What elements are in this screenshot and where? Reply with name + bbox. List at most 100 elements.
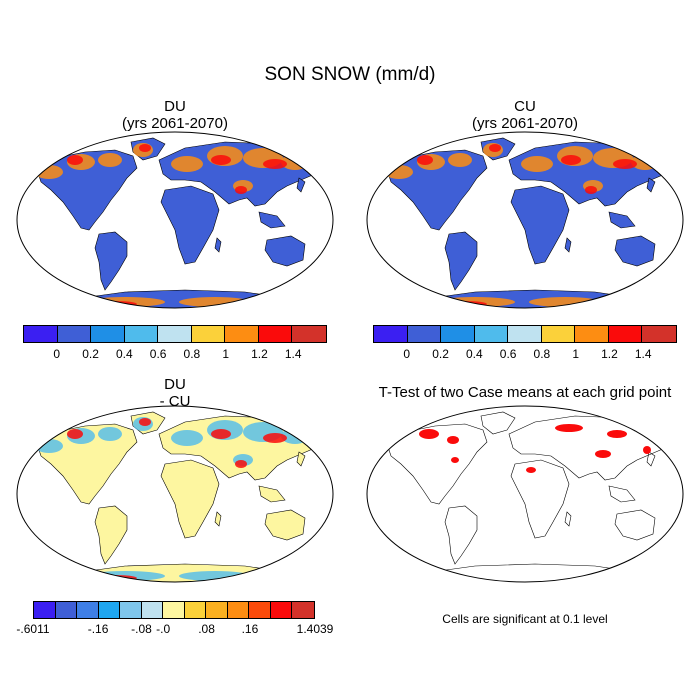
- snow-region: [98, 153, 122, 167]
- diff-positive-region: [139, 418, 151, 426]
- colorbar-du-label-6: 1.2: [251, 347, 268, 361]
- colorbar-du-box-2: [91, 326, 125, 342]
- colorbar-diff-labels: -.6011 -.16 -.08 -.0 .08 .16 1.4039: [16, 622, 333, 638]
- diff-negative-region: [171, 430, 203, 446]
- colorbar-diff-box-0: [34, 602, 56, 618]
- snow-peak-region: [235, 186, 247, 194]
- colorbar-cu-box-8: [642, 326, 676, 342]
- ttest-note: Cells are significant at 0.1 level: [442, 612, 608, 626]
- colorbar-du-label-2: 0.4: [115, 347, 133, 361]
- colorbar-cu-label-0: 0: [403, 347, 411, 361]
- continent-southAmerica: [444, 231, 478, 291]
- colorbar-du-labels: 0 0.2 0.4 0.6 0.8 1 1.2 1.4: [23, 347, 327, 363]
- colorbar-cu-label-6: 1.2: [601, 347, 618, 361]
- significant-cells: [643, 446, 651, 454]
- colorbar-du-box-4: [158, 326, 192, 342]
- colorbar-diff-label-6: 1.4039: [296, 622, 334, 636]
- continent-southAmerica: [94, 231, 128, 291]
- panel-diff-title-text: DU: [164, 376, 186, 393]
- colorbar-diff-box-12: [292, 602, 314, 618]
- continent-madagascar: [214, 511, 222, 527]
- colorbar-cu-box-4: [508, 326, 542, 342]
- colorbar-diff-label-1: -.16: [87, 622, 109, 636]
- colorbar-diff-label-4: .08: [198, 622, 215, 636]
- colorbar-cu-label-3: 0.6: [499, 347, 517, 361]
- colorbar-diff-box-9: [227, 602, 250, 618]
- colorbar-diff-box-3: [98, 602, 121, 618]
- colorbar-du-box-5: [191, 326, 226, 342]
- diff-positive-region: [67, 429, 83, 439]
- colorbar-cu-box-3: [474, 326, 509, 342]
- continent-africa: [510, 459, 570, 539]
- main-title: SON SNOW (mm/d): [264, 64, 436, 85]
- continent-japan: [296, 177, 306, 193]
- colorbar-du-box-0: [24, 326, 58, 342]
- colorbar-diff-box-11: [270, 602, 293, 618]
- continent-australia: [614, 509, 656, 541]
- colorbar-cu-label-2: 0.4: [465, 347, 483, 361]
- colorbar-du-box-7: [258, 326, 293, 342]
- colorbar-cu-box-5: [541, 326, 576, 342]
- significant-cells: [607, 430, 627, 438]
- panel-cu-subtitle: (yrs 2061-2070): [472, 115, 578, 132]
- diff-positive-region: [211, 429, 231, 439]
- colorbar-du-label-3: 0.6: [149, 347, 167, 361]
- colorbar-diff-box-7: [184, 602, 207, 618]
- colorbar-diff-label-5: .16: [241, 622, 259, 636]
- colorbar-diff-box-10: [249, 602, 271, 618]
- snow-peak-region: [585, 186, 597, 194]
- continent-japan: [646, 177, 656, 193]
- colorbar-diff-label-0: -.6011: [16, 622, 50, 636]
- continent-seAsia: [608, 485, 636, 503]
- continent-greenland: [480, 411, 516, 435]
- continent-madagascar: [214, 237, 222, 253]
- continent-madagascar: [564, 237, 572, 253]
- snow-region: [448, 153, 472, 167]
- colorbar-cu-box-1: [407, 326, 442, 342]
- continent-southAmerica: [444, 505, 478, 565]
- snow-peak-region: [489, 144, 501, 152]
- significant-cells: [555, 424, 583, 432]
- map-border: [366, 131, 684, 309]
- continent-madagascar: [564, 511, 572, 527]
- snow-peak-region: [211, 155, 231, 165]
- colorbar-cu: [373, 325, 677, 343]
- colorbar-du-label-5: 1: [222, 347, 229, 361]
- snow-peak-region: [613, 159, 637, 169]
- panel-ttest-title: T-Test of two Case means at each grid po…: [378, 384, 672, 401]
- continent-australia: [264, 235, 306, 267]
- colorbar-diff-box-4: [120, 602, 142, 618]
- colorbar-du-label-1: 0.2: [82, 347, 99, 361]
- colorbar-diff-box-1: [55, 602, 78, 618]
- colorbar-du-box-1: [57, 326, 92, 342]
- colorbar-cu-box-0: [374, 326, 408, 342]
- panel-du-title-text: DU: [164, 98, 186, 115]
- snow-peak-region: [139, 144, 151, 152]
- colorbar-cu-labels: 0 0.2 0.4 0.6 0.8 1 1.2 1.4: [373, 347, 677, 363]
- map-border: [16, 405, 334, 583]
- snow-region: [171, 156, 203, 172]
- colorbar-du-box-6: [225, 326, 259, 342]
- snow-peak-region: [417, 155, 433, 165]
- snow-peak-region: [561, 155, 581, 165]
- colorbar-cu-label-1: 0.2: [432, 347, 449, 361]
- ocean-background: [367, 406, 683, 582]
- continent-australia: [264, 509, 306, 541]
- continent-africa: [160, 185, 220, 265]
- significant-cells: [447, 436, 459, 444]
- continent-japan: [646, 451, 656, 467]
- map-du: [16, 131, 334, 309]
- colorbar-du-box-8: [292, 326, 326, 342]
- panel-du-subtitle: (yrs 2061-2070): [122, 115, 228, 132]
- map-border: [16, 131, 334, 309]
- continent-southAmerica: [94, 505, 128, 565]
- diff-positive-region: [235, 460, 247, 468]
- continent-seAsia: [608, 211, 636, 229]
- colorbar-cu-label-7: 1.4: [634, 347, 652, 361]
- diff-positive-region: [263, 433, 287, 443]
- snow-region: [521, 156, 553, 172]
- panel-cu-title: CU (yrs 2061-2070): [385, 98, 665, 132]
- colorbar-diff-box-8: [206, 602, 228, 618]
- colorbar-cu-box-2: [441, 326, 475, 342]
- colorbar-cu-box-7: [608, 326, 643, 342]
